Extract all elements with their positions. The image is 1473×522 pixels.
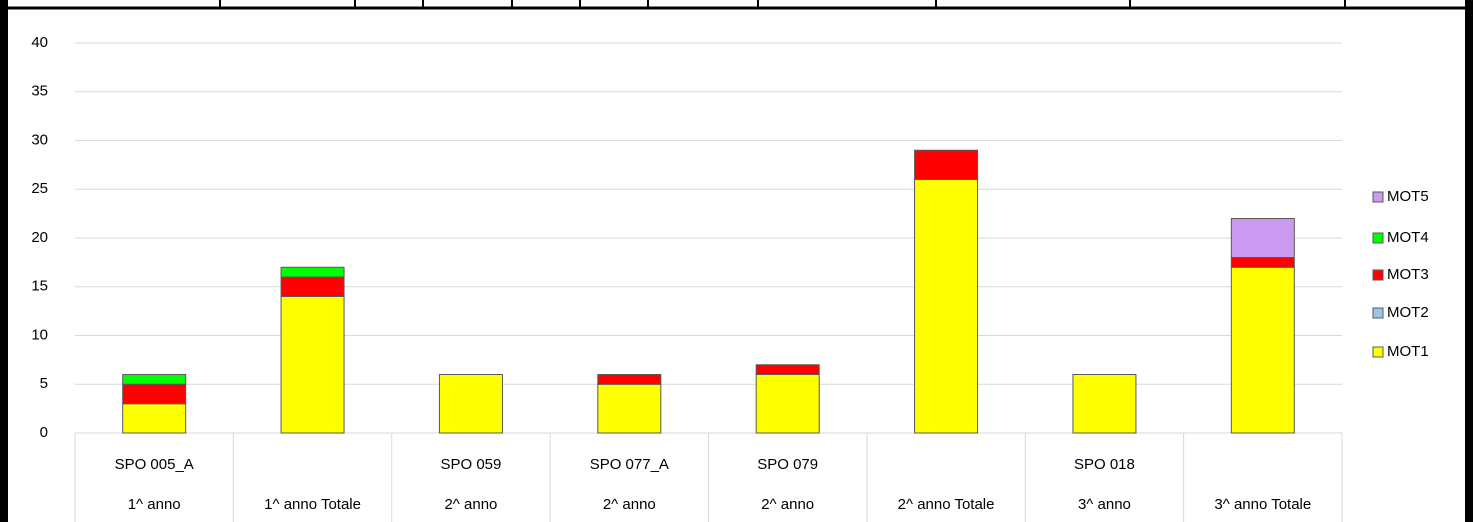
- bar-segment: [122, 374, 187, 385]
- x-group-label: 2^ anno: [603, 496, 656, 513]
- bar-segment: [755, 374, 820, 434]
- bar-segment: [1072, 374, 1137, 434]
- x-tick-label: SPO 077_A: [590, 456, 669, 473]
- x-group-label: 1^ anno Totale: [264, 496, 361, 513]
- bar-segment: [280, 296, 345, 434]
- bar-segment: [1230, 266, 1295, 434]
- bar-segment: [1230, 218, 1295, 258]
- legend-swatch: [1372, 307, 1384, 319]
- bar-segment: [914, 149, 979, 180]
- right-border: [1465, 0, 1473, 522]
- bar-segment: [122, 403, 187, 434]
- legend-swatch: [1372, 232, 1384, 244]
- x-group-label: 3^ anno: [1078, 496, 1131, 513]
- bar-segment: [280, 266, 345, 278]
- y-tick-label: 35: [31, 83, 48, 100]
- legend-swatch: [1372, 346, 1384, 358]
- y-tick-label: 15: [31, 278, 48, 295]
- x-group-label: 1^ anno: [128, 496, 181, 513]
- x-tick-label: SPO 079: [757, 456, 818, 473]
- legend-label: MOT2: [1387, 304, 1429, 321]
- x-group-label: 2^ anno: [761, 496, 814, 513]
- bar-segment: [755, 364, 820, 375]
- bar-segment: [597, 383, 662, 434]
- bar-segment: [597, 374, 662, 385]
- legend-swatch: [1372, 191, 1384, 203]
- x-tick-label: SPO 018: [1074, 456, 1135, 473]
- y-tick-label: 30: [31, 131, 48, 148]
- legend-label: MOT4: [1387, 229, 1429, 246]
- y-tick-label: 40: [31, 34, 48, 51]
- x-group-label: 2^ anno Totale: [898, 496, 995, 513]
- legend-swatch: [1372, 269, 1384, 281]
- x-tick-label: SPO 005_A: [115, 456, 194, 473]
- legend-label: MOT5: [1387, 188, 1429, 205]
- bar-segment: [1230, 257, 1295, 268]
- bar-segment: [914, 179, 979, 434]
- y-tick-label: 0: [40, 424, 48, 441]
- legend-label: MOT3: [1387, 266, 1429, 283]
- y-tick-label: 10: [31, 326, 48, 343]
- legend-label: MOT1: [1387, 343, 1429, 360]
- y-tick-label: 5: [40, 375, 48, 392]
- y-tick-label: 25: [31, 180, 48, 197]
- sheet-header-strip: [0, 0, 1473, 10]
- bar-segment: [280, 276, 345, 297]
- x-tick-label: SPO 059: [441, 456, 502, 473]
- bar-segment: [438, 374, 503, 434]
- x-group-label: 2^ anno: [444, 496, 497, 513]
- y-tick-label: 20: [31, 229, 48, 246]
- x-group-label: 3^ anno Totale: [1214, 496, 1311, 513]
- bar-segment: [122, 383, 187, 405]
- left-border: [0, 0, 8, 522]
